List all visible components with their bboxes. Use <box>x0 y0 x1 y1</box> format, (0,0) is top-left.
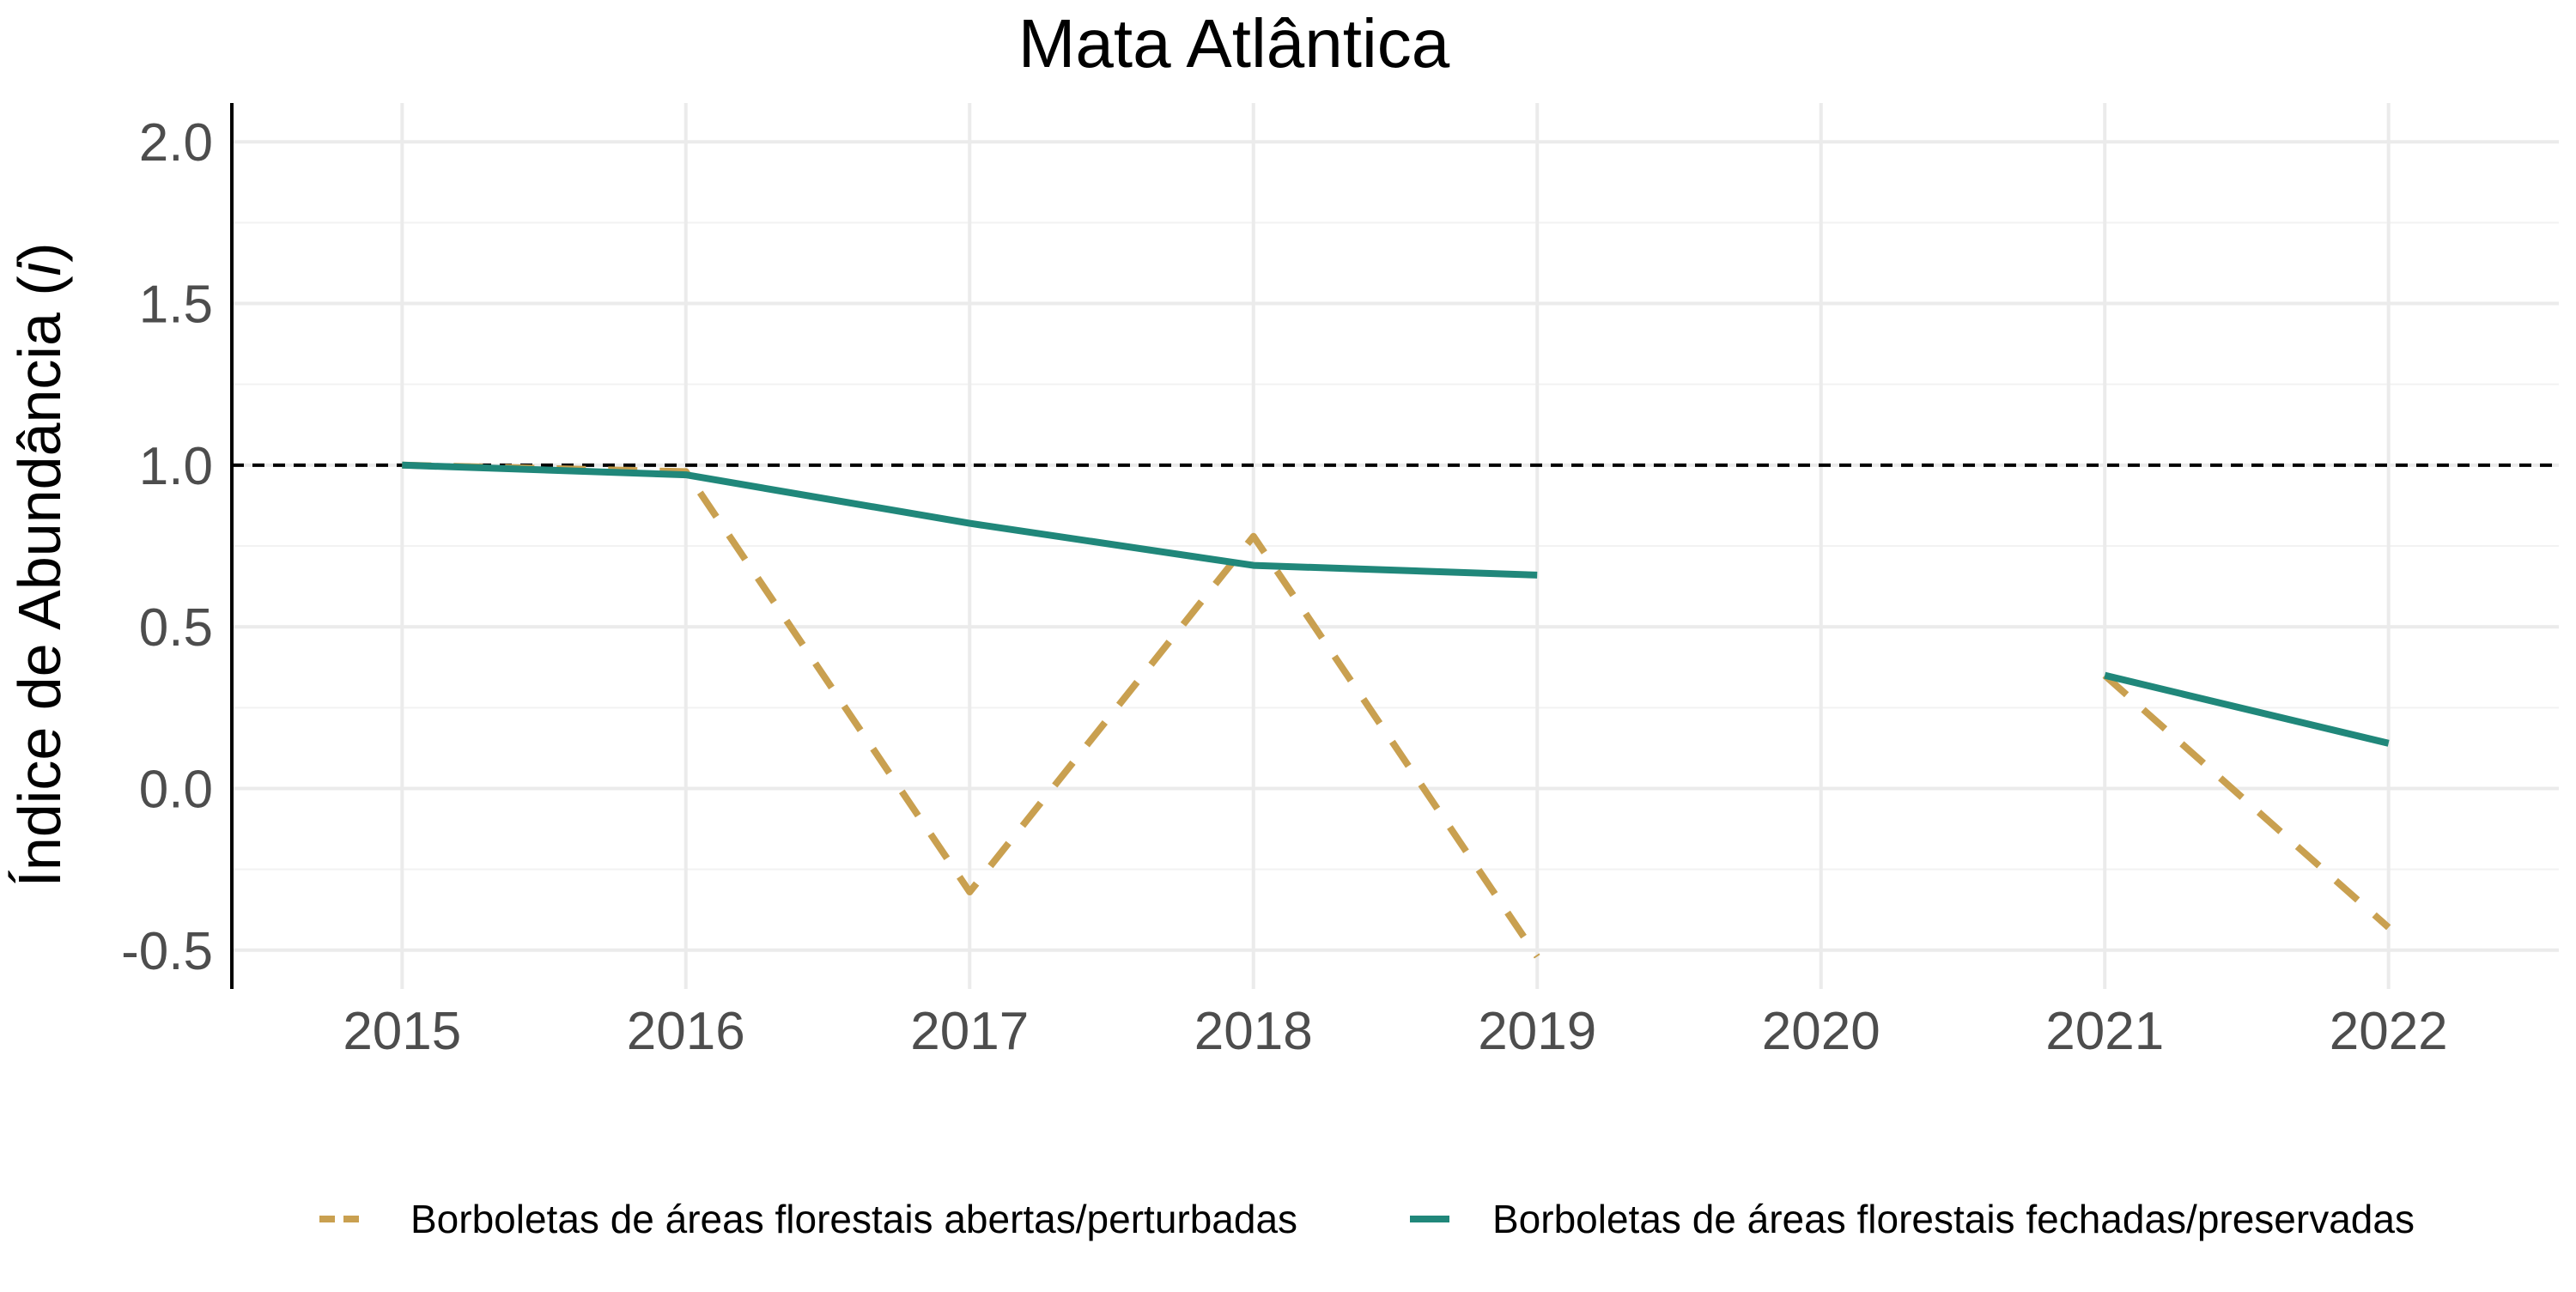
legend: Borboletas de áreas florestais abertas/p… <box>319 1197 2415 1241</box>
series-line-open-disturbed <box>2102 672 2391 931</box>
y-tick-labels: -0.5 0.0 0.5 1.0 1.5 2.0 <box>121 113 213 981</box>
y-tick-label: 1.0 <box>139 437 213 496</box>
y-tick-label: 0.0 <box>139 760 213 819</box>
legend-label-open-disturbed: Borboletas de áreas florestais abertas/p… <box>410 1197 1297 1241</box>
y-axis-title: Índice de Abundância (i) <box>6 242 73 887</box>
major-grid <box>232 103 2559 989</box>
y-tick-label: -0.5 <box>121 922 213 981</box>
x-tick-label: 2021 <box>2045 1002 2164 1061</box>
y-tick-label: 0.5 <box>139 598 213 658</box>
y-axis-title-prefix: Índice de Abundância ( <box>6 276 73 887</box>
series-line-closed-preserved <box>402 461 1538 579</box>
x-tick-label: 2017 <box>910 1002 1029 1061</box>
series-group <box>402 461 2391 959</box>
chart-title: Mata Atlântica <box>1018 5 1450 82</box>
x-tick-label: 2020 <box>1762 1002 1880 1061</box>
x-tick-label: 2015 <box>343 1002 461 1061</box>
x-tick-label: 2019 <box>1478 1002 1596 1061</box>
x-tick-label: 2016 <box>627 1002 745 1061</box>
x-tick-labels: 2015 2016 2017 2018 2019 2020 2021 2022 <box>343 1002 2447 1061</box>
y-axis-title-italic: i <box>6 260 73 276</box>
legend-label-closed-preserved: Borboletas de áreas florestais fechadas/… <box>1492 1197 2415 1241</box>
y-axis-title-suffix: ) <box>6 242 73 262</box>
y-tick-label: 2.0 <box>139 113 213 173</box>
series-line-closed-preserved <box>2104 671 2390 747</box>
x-tick-label: 2022 <box>2330 1002 2448 1061</box>
y-tick-label: 1.5 <box>139 276 213 335</box>
x-tick-label: 2018 <box>1194 1002 1313 1061</box>
series-line-open-disturbed <box>402 461 1540 959</box>
minor-grid <box>232 221 2559 870</box>
